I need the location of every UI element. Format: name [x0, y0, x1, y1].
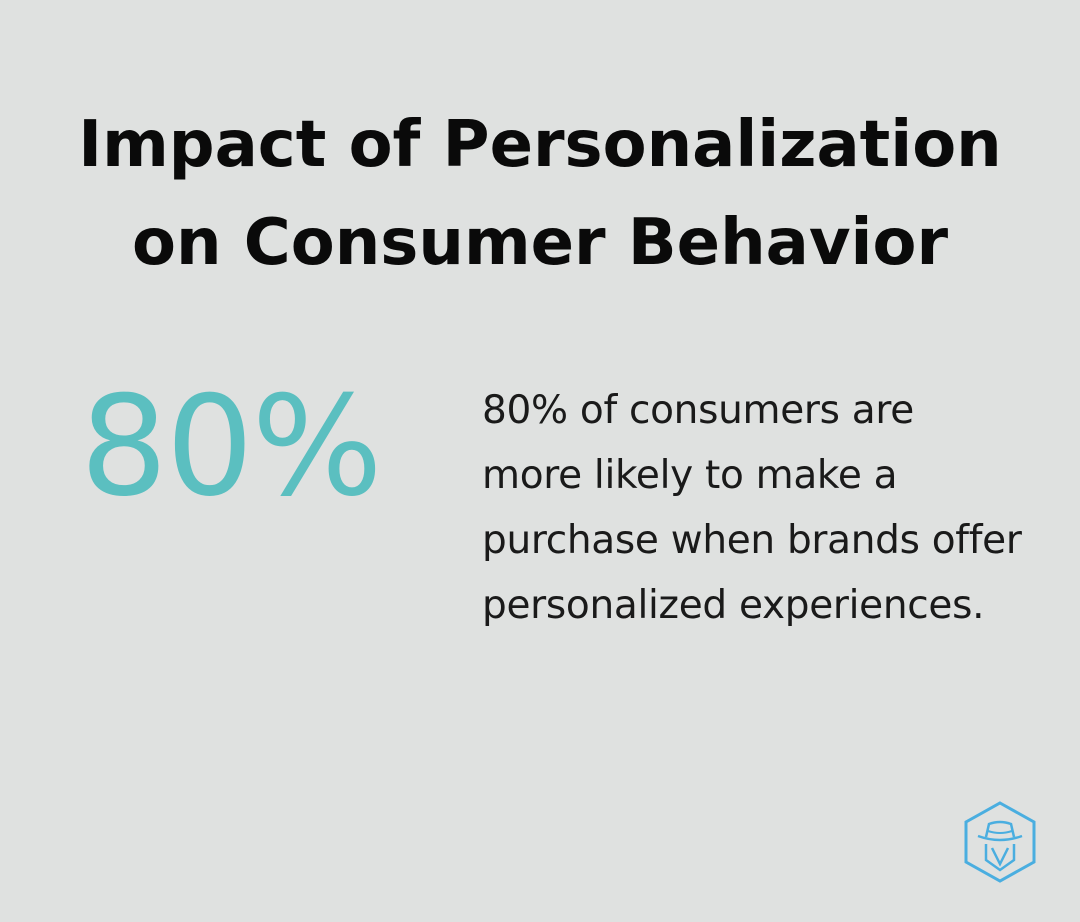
page-title-line-2: on Consumer Behavior [131, 206, 949, 280]
spy-hexagon-logo-icon [962, 800, 1038, 884]
page-title: Impact of Personalization on Consumer Be… [0, 96, 1080, 292]
stat-value: 80% [80, 366, 383, 527]
page-title-line-1: Impact of Personalization [78, 108, 1002, 182]
stat-description: 80% of consumers are more likely to make… [482, 388, 1022, 628]
